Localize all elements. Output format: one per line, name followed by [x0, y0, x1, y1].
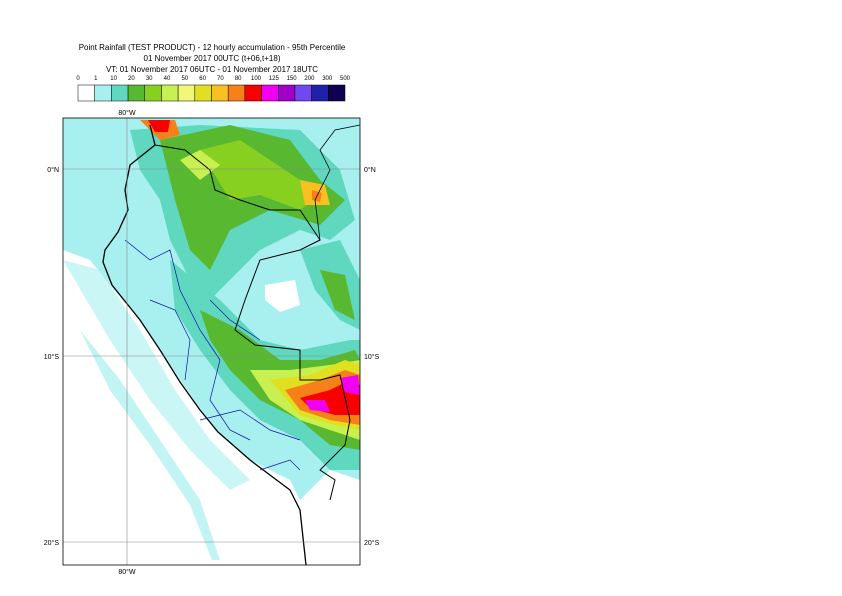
legend-swatch — [294, 84, 312, 102]
legend-swatch — [311, 84, 329, 102]
lat-label: 10°S — [44, 353, 60, 361]
legend-swatch — [227, 84, 246, 102]
legend-swatch — [194, 84, 212, 102]
subtitle: 01 November 2017 00UTC (t+06,t+18) — [144, 54, 281, 63]
legend-swatch — [244, 84, 262, 102]
legend-label: 500 — [340, 76, 351, 82]
legend-label: 40 — [164, 76, 171, 82]
rainfall-field — [63, 118, 360, 565]
legend-label: 150 — [287, 76, 298, 82]
title: Point Rainfall (TEST PRODUCT) - 12 hourl… — [79, 43, 346, 52]
legend-label: 125 — [269, 76, 280, 82]
lon-label: 80°W — [118, 109, 136, 117]
regions — [124, 239, 301, 471]
legend-label: 60 — [199, 76, 206, 82]
legend-swatch — [127, 84, 145, 102]
legend-label: 50 — [181, 76, 188, 82]
legend-label: 300 — [322, 76, 333, 82]
validity: VT: 01 November 2017 06UTC - 01 November… — [106, 65, 318, 74]
legend-label: 20 — [128, 76, 135, 82]
legend-label: 70 — [217, 76, 224, 82]
graticule — [63, 118, 360, 565]
legend-swatch — [77, 84, 95, 102]
lat-label: 0°N — [364, 166, 376, 174]
legend-label: 10 — [110, 76, 117, 82]
lat-label: 20°S — [44, 539, 60, 547]
lon-label: 80°W — [118, 568, 136, 576]
legend-label: 80 — [235, 76, 242, 82]
legend-label: 0 — [76, 76, 80, 82]
legend-swatch — [328, 84, 346, 102]
borders — [102, 124, 361, 566]
legend-swatch — [211, 84, 229, 102]
legend-swatch — [278, 84, 296, 102]
lat-label: 20°S — [364, 539, 380, 547]
legend-label: 100 — [251, 76, 262, 82]
legend-label: 1 — [94, 76, 98, 82]
map-frame — [62, 117, 361, 566]
lat-label: 0°N — [47, 166, 59, 174]
legend-swatch — [261, 84, 279, 102]
legend: 0 1 10 20 30 40 50 60 70 80 100 125 150 200 300 500 — [76, 76, 351, 102]
legend-swatch — [94, 84, 112, 102]
legend-swatch — [144, 84, 162, 102]
legend-swatch — [177, 84, 196, 102]
legend-swatch — [111, 84, 129, 102]
legend-label: 30 — [146, 76, 153, 82]
lat-label: 10°S — [364, 353, 380, 361]
legend-swatch — [161, 84, 179, 102]
legend-label: 200 — [304, 76, 315, 82]
